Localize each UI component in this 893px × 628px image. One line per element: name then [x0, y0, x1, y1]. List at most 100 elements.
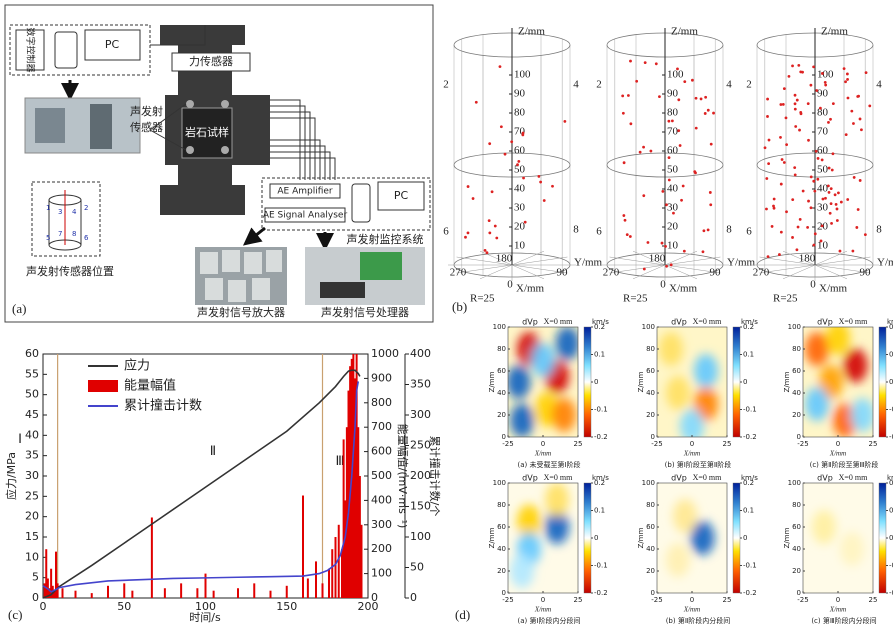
colorbar-tick-label: 0.1 — [889, 507, 893, 515]
event-dot — [503, 152, 507, 156]
y-tick-label: 100 — [788, 323, 801, 331]
heatmap-blob — [552, 398, 576, 432]
event-dot — [830, 168, 834, 172]
event-dot — [781, 102, 785, 106]
z-tick-label: 20 — [667, 221, 679, 233]
heatmap-blob — [694, 354, 718, 388]
event-dot — [712, 111, 715, 115]
event-dot — [793, 93, 797, 97]
radial-line — [609, 256, 666, 266]
event-dot — [858, 179, 862, 182]
event-dot — [852, 176, 856, 179]
heatmap-blob — [666, 543, 690, 577]
energy-bar — [355, 354, 358, 598]
z-tick-label: 50 — [817, 164, 829, 176]
heatmap-blob — [805, 332, 829, 366]
y-tick-label: 20 — [25, 510, 39, 523]
energy-bar — [45, 549, 48, 598]
event-dot — [621, 111, 625, 115]
event-dot — [563, 120, 567, 123]
y-tick-label: 0 — [32, 591, 39, 604]
y-axis-label: Y/mm — [727, 257, 756, 269]
z-tick-label: 100 — [817, 69, 834, 81]
event-dot — [812, 65, 815, 69]
angle-label: 90 — [710, 267, 722, 279]
sensor-label: 4 — [573, 79, 579, 91]
controller-label: 数字控制器 — [25, 27, 37, 72]
x-axis-label: X/mm — [669, 283, 698, 295]
legend-label: 能量幅值 — [124, 378, 176, 394]
event-dot — [625, 233, 629, 236]
colorbar-tick-label: 0.2 — [743, 323, 754, 331]
colorbar — [583, 326, 592, 438]
colorbar-tick-label: 0.2 — [594, 479, 605, 487]
y-axis-label: Y/mm — [877, 257, 893, 269]
colorbar-tick-label: 0 — [743, 378, 747, 386]
event-dot — [827, 190, 831, 194]
y-tick-label: 40 — [25, 428, 39, 441]
x-tick-label: -25 — [502, 440, 513, 448]
photo-detail — [200, 250, 282, 302]
z-axis-label: Z/mm — [671, 26, 698, 38]
pointer — [149, 129, 187, 151]
heatmap-blob — [510, 403, 534, 437]
energy-bar — [123, 583, 126, 598]
event-dot — [778, 253, 781, 256]
event-dot — [676, 67, 679, 71]
stage-label: Ⅲ — [336, 453, 345, 468]
event-dot — [779, 230, 783, 234]
energy-bar — [50, 568, 53, 598]
map-caption: (a) 第Ⅰ阶段内分段间 — [517, 616, 580, 625]
y-tick-label: 80 — [646, 501, 655, 509]
map-caption: (b) 第Ⅰ阶段至第Ⅱ阶段 — [665, 460, 732, 469]
event-dot — [855, 226, 859, 229]
series-line — [42, 381, 360, 593]
photo-detail — [320, 282, 365, 298]
y-tick-label: 60 — [792, 367, 801, 375]
energy-bar — [150, 517, 153, 598]
map-title: dVp — [671, 474, 687, 483]
colorbar — [732, 482, 741, 594]
y-tick-label: 100 — [788, 479, 801, 487]
event-dot — [793, 166, 797, 170]
event-dot — [493, 224, 497, 228]
y3-tick-label: 50 — [410, 561, 424, 574]
colorbar-tick-label: 0.1 — [743, 351, 754, 359]
radial-line — [664, 250, 698, 266]
series-line — [42, 369, 361, 599]
x-tick-label: 0 — [690, 596, 694, 604]
event-dot — [667, 119, 671, 123]
amplifier-label: AE Amplifier — [277, 187, 333, 197]
z-tick-label: 80 — [514, 107, 526, 119]
z-tick-label: 70 — [514, 126, 526, 138]
energy-bar — [337, 524, 340, 598]
y-tick-label: 0 — [797, 433, 801, 441]
z-tick-label: 50 — [514, 164, 526, 176]
y-tick-label: 20 — [646, 567, 655, 575]
stage-label: Ⅱ — [210, 443, 216, 458]
radial-line — [759, 256, 816, 266]
y-tick-label: 20 — [497, 411, 506, 419]
force-sensor-box — [171, 52, 251, 72]
event-dot — [813, 232, 817, 236]
x-tick-label: 0 — [541, 596, 545, 604]
y-tick-label: 60 — [497, 367, 506, 375]
event-dot — [772, 204, 775, 208]
cables — [150, 25, 336, 180]
event-dot — [708, 191, 712, 194]
event-dot — [858, 117, 862, 121]
y-axis-label: Y/mm — [574, 257, 603, 269]
sensor-dot — [221, 146, 229, 154]
cylinder-plot: Z/mm 10 20 30 40 50 60 70 80 90 100 2 4 6 8 270 180 0 90 Y/… — [443, 26, 602, 305]
heatmap-blob — [840, 532, 864, 566]
y-axis-label: Z/mm — [783, 371, 791, 392]
event-dot — [763, 146, 767, 150]
event-dot — [661, 189, 665, 193]
y2-tick-label: 0 — [371, 591, 378, 604]
energy-bar — [349, 366, 352, 598]
x-axis-label: X/mm — [829, 606, 846, 614]
z-tick-label: 30 — [667, 202, 679, 214]
colorbar-tick-label: -0.2 — [594, 589, 608, 597]
event-dot — [483, 248, 487, 252]
